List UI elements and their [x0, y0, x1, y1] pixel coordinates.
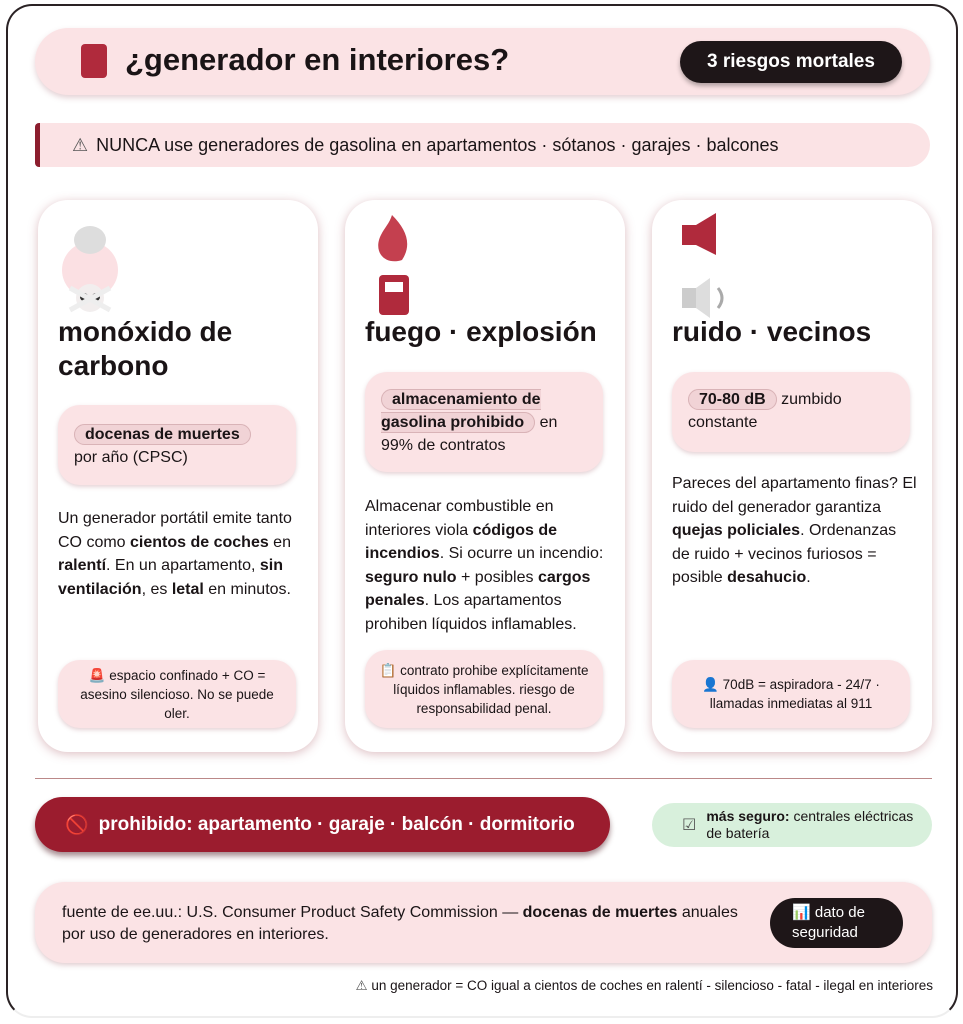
header-bar: ¿generador en interiores? 3 riesgos mort…: [35, 28, 930, 95]
prohibited-banner: 🚫 prohibido: apartamento · garaje · balc…: [35, 797, 610, 852]
note-box: 📋 contrato prohibe explícitamente líquid…: [365, 650, 603, 728]
divider: [35, 778, 932, 779]
warning-icon: ⚠: [72, 134, 89, 155]
clipboard-icon: 📋: [379, 662, 397, 678]
frame: [6, 4, 958, 1018]
risk-count-badge: 3 riesgos mortales: [680, 41, 902, 83]
chart-icon: 📊: [792, 904, 811, 921]
page-title: ¿generador en interiores?: [125, 42, 510, 77]
highlight-text: zumbido constante: [688, 391, 842, 431]
card-body: Pareces del apartamento finas? El ruido …: [672, 475, 917, 586]
highlight-chip: docenas de muertes: [74, 424, 251, 445]
skull-smoke-icon: [62, 226, 118, 313]
fuel-pump-icon: [81, 44, 107, 78]
card-body: Un generador portátil emite tanto CO com…: [58, 510, 292, 598]
highlight-text: en 99% de contratos: [381, 414, 558, 454]
person-icon: 👤: [702, 677, 719, 692]
card-fire-explosion: fuego · explosión almacenamiento de gaso…: [345, 200, 625, 752]
fire-fuel-icon: [378, 215, 409, 315]
source-text: fuente de ee.uu.: U.S. Consumer Product …: [62, 904, 738, 943]
card-title: ruido · vecinos: [672, 316, 872, 347]
check-icon: ☑: [682, 816, 697, 834]
card-noise-neighbors: ruido · vecinos 70-80 dB zumbido constan…: [652, 200, 932, 752]
safety-data-badge: 📊 dato de seguridad: [770, 898, 903, 948]
prohibited-icon: 🚫: [65, 814, 89, 836]
highlight-box: almacenamiento de gasolina prohibido en …: [365, 372, 603, 472]
card-title: fuego · explosión: [365, 316, 597, 347]
warning-banner: ⚠ NUNCA use generadores de gasolina en a…: [35, 123, 930, 167]
source-box: fuente de ee.uu.: U.S. Consumer Product …: [35, 882, 932, 963]
highlight-box: 70-80 dB zumbido constante: [672, 372, 910, 452]
highlight-box: docenas de muertes por año (CPSC): [58, 405, 296, 485]
megaphone-speaker-icon: [682, 213, 724, 318]
highlight-text: por año (CPSC): [74, 449, 188, 466]
note-box: 🚨 espacio confinado + CO = asesino silen…: [58, 660, 296, 728]
alarm-icon: 🚨: [88, 667, 106, 683]
card-body: Almacenar combustible en interiores viol…: [365, 498, 604, 633]
card-title: monóxido de carbono: [58, 316, 233, 381]
safer-option-pill: ☑ más seguro: centrales eléctricas de ba…: [652, 803, 932, 847]
warning-icon: ⚠: [355, 978, 368, 993]
card-carbon-monoxide: monóxido de carbono docenas de muertes p…: [38, 200, 318, 752]
highlight-chip: almacenamiento de gasolina prohibido: [381, 389, 541, 433]
footer-note: ⚠ un generador = CO igual a cientos de c…: [355, 978, 933, 993]
note-box: 👤 70dB = aspiradora - 24/7 · llamadas in…: [672, 660, 910, 728]
warning-text: NUNCA use generadores de gasolina en apa…: [96, 134, 779, 155]
highlight-chip: 70-80 dB: [688, 389, 777, 410]
